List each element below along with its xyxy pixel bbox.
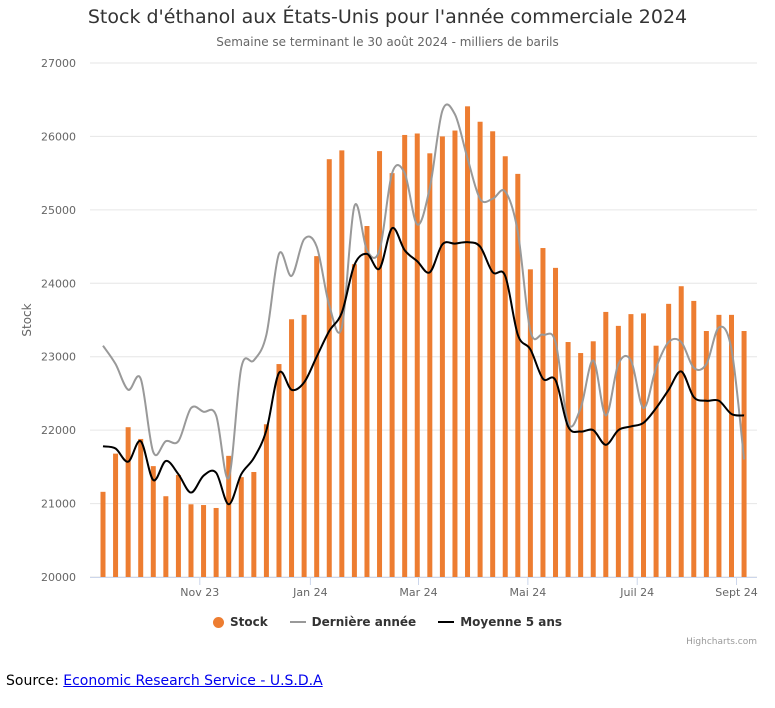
chart-subtitle: Semaine se terminant le 30 août 2024 - m…	[216, 35, 559, 49]
bar-stock	[678, 286, 684, 577]
bar-stock	[364, 226, 370, 578]
bar-stock	[590, 341, 596, 577]
bar-stock	[502, 156, 508, 578]
y-tick-label: 26000	[41, 130, 76, 143]
bar-stock	[465, 106, 471, 577]
bar-stock	[402, 134, 408, 577]
bar-stock	[490, 131, 496, 577]
legend-label: Moyenne 5 ans	[460, 615, 563, 629]
bar-stock	[188, 504, 194, 577]
legend-label: Stock	[229, 615, 268, 629]
bar-stock	[628, 314, 634, 577]
bar-stock	[540, 248, 546, 578]
bar-stock	[703, 331, 709, 577]
bar-stock	[553, 267, 559, 577]
bar-stock	[653, 345, 659, 577]
legend: Stock Dernière année Moyenne 5 ans	[0, 615, 775, 629]
x-tick-label: Mar 24	[399, 586, 437, 599]
bar-stock	[351, 264, 357, 577]
source-label: Source:	[6, 673, 64, 689]
bar-stock	[439, 136, 445, 577]
x-tick-label: Mai 24	[509, 586, 546, 599]
y-axis-title: Stock	[20, 303, 34, 336]
bar-stock	[226, 455, 232, 577]
source-link[interactable]: Economic Research Service - U.S.D.A	[63, 673, 323, 689]
legend-line-icon	[289, 621, 306, 623]
bar-stock	[263, 424, 269, 577]
bar-stock	[276, 364, 282, 577]
y-tick-label: 25000	[41, 204, 76, 217]
legend-item-last-year[interactable]: Dernière année	[289, 615, 417, 629]
bar-stock	[175, 474, 181, 577]
bar-stock	[238, 477, 244, 577]
line-5yr-average	[102, 227, 745, 506]
bar-stock	[138, 438, 144, 577]
bar-stock	[201, 505, 207, 577]
bar-stock	[427, 153, 433, 577]
bar-stock	[716, 314, 722, 577]
bar-stock	[666, 303, 672, 577]
bar-stock	[100, 491, 106, 577]
bar-stock	[641, 313, 647, 577]
chart-plot: 20000 21000 22000 23000 24000 25000 26000 27000…	[20, 57, 758, 599]
chart-title: Stock d'éthanol aux États-Unis pour l'an…	[87, 6, 688, 28]
legend-item-stock[interactable]: Stock	[212, 615, 268, 629]
y-tick-label: 27000	[41, 57, 76, 70]
source-line: Source: Economic Research Service - U.S.…	[6, 673, 323, 689]
bar-stock	[615, 325, 621, 577]
line-last-year	[102, 103, 746, 480]
bar-stock	[527, 269, 533, 577]
x-tick-label: Sept 24	[715, 586, 758, 599]
legend-line-icon	[438, 621, 455, 623]
bar-stock	[389, 173, 395, 577]
legend-label: Dernière année	[311, 615, 417, 629]
y-tick-label: 24000	[41, 277, 76, 290]
bar-stock	[477, 121, 483, 577]
bar-stock	[163, 496, 169, 577]
y-tick-label: 22000	[41, 424, 76, 437]
bar-stock	[339, 150, 345, 577]
bar-stock	[729, 314, 734, 577]
bar-stock	[578, 353, 584, 577]
bar-stock	[414, 133, 420, 577]
x-tick-label: Jan 24	[292, 586, 327, 599]
bar-stock	[377, 151, 383, 577]
bar-stock	[565, 342, 571, 577]
x-tick-label: Juil 24	[619, 586, 654, 599]
highcharts-credit[interactable]: Highcharts.com	[686, 637, 757, 647]
y-tick-label: 23000	[41, 351, 76, 364]
bar-stock	[301, 314, 307, 577]
bar-stock	[452, 130, 458, 577]
y-tick-label: 21000	[41, 498, 76, 511]
y-tick-label: 20000	[41, 571, 76, 584]
bar-stock	[289, 319, 295, 577]
bar-stock	[314, 256, 320, 577]
bar-stock	[150, 466, 156, 577]
bar-stock	[213, 507, 219, 577]
legend-dot-icon	[212, 616, 224, 628]
x-tick-label: Nov 23	[180, 586, 219, 599]
bar-stock	[691, 300, 697, 577]
bar-stock	[251, 471, 257, 577]
bar-stock	[113, 453, 119, 577]
bar-stock	[326, 159, 332, 578]
bar-stock	[515, 173, 521, 577]
legend-item-5yr-average[interactable]: Moyenne 5 ans	[438, 615, 562, 629]
bar-stock	[125, 427, 131, 577]
